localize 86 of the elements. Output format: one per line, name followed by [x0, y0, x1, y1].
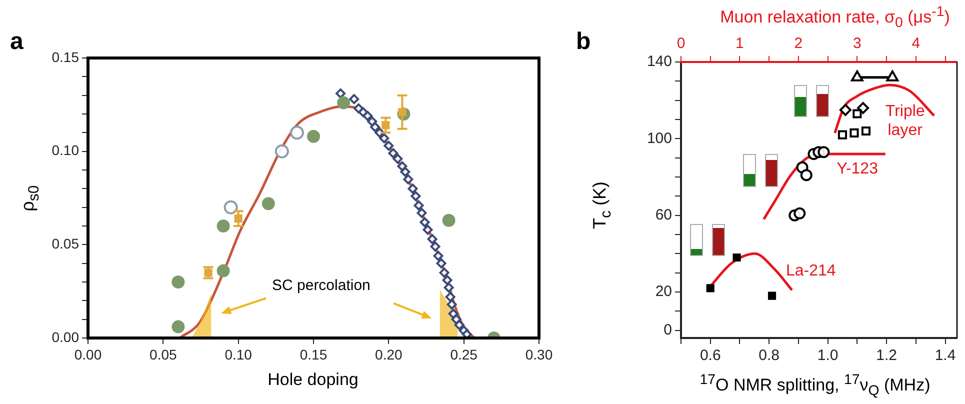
point	[446, 299, 457, 310]
point	[436, 258, 446, 268]
point	[216, 264, 230, 278]
y-tick-label: 0.00	[52, 328, 80, 345]
y-tick-label: 0.15	[52, 48, 80, 65]
point	[445, 292, 456, 302]
point	[367, 116, 378, 126]
point	[427, 234, 438, 244]
point	[262, 197, 275, 210]
point	[224, 200, 238, 214]
point	[379, 133, 390, 144]
y-tick-label: 0	[664, 321, 672, 338]
point	[454, 320, 464, 330]
point	[768, 292, 776, 300]
x-tick-label: 1.0	[817, 347, 838, 364]
y-tick-label: 0.10	[52, 142, 80, 158]
series-label: La-214	[786, 262, 836, 280]
x2-tick-label: 0	[676, 35, 686, 52]
y-tick-label: 140	[646, 53, 672, 70]
chart-title: b	[576, 28, 591, 56]
point	[172, 276, 185, 288]
annotation: SC percolation	[272, 277, 370, 294]
x2-axis-title: Muon relaxation rate, σ$_{0}$ (μs$^{-1}$)	[719, 4, 951, 32]
x-tick-label: 0.10	[224, 346, 252, 362]
point	[839, 104, 852, 116]
point	[414, 200, 424, 210]
x-tick-label: 0.15	[300, 346, 328, 362]
point	[370, 122, 380, 132]
point	[274, 144, 289, 158]
point	[388, 148, 398, 158]
x-tick-label: 0.00	[74, 346, 102, 362]
point	[410, 191, 421, 202]
point	[336, 88, 346, 98]
x-tick-label: 1.4	[934, 347, 956, 364]
point	[442, 214, 456, 227]
x2-tick-label: 4	[912, 35, 920, 52]
point	[462, 329, 472, 338]
point	[403, 174, 414, 184]
x-tick-label: 0.8	[758, 347, 780, 364]
x-axis-title: Hole doping	[266, 370, 360, 390]
chart-title: a	[10, 28, 24, 56]
point	[416, 208, 427, 218]
x-tick-label: 0.6	[700, 347, 721, 364]
point	[838, 130, 848, 140]
point	[439, 268, 450, 278]
series-label: Y-123	[836, 160, 878, 178]
point	[362, 110, 373, 121]
point	[818, 146, 830, 158]
point	[433, 250, 444, 261]
x2-tick-label: 1	[736, 35, 744, 52]
x2-tick-label: 2	[794, 35, 803, 52]
series-label: Triple layer	[885, 103, 925, 140]
y-tick-label: 60	[655, 206, 672, 224]
x-axis-title: $^{17}$O NMR splitting, $^{17}$ν$_{Q}$ (MHz)	[698, 372, 932, 400]
x-tick-label: 0.20	[375, 346, 403, 362]
point	[400, 166, 410, 177]
x-tick-label: 1.2	[876, 347, 897, 364]
x2-tick-label: 3	[853, 35, 862, 52]
x-tick-label: 0.05	[150, 346, 178, 362]
point	[337, 96, 350, 110]
point	[861, 126, 871, 136]
x-tick-label: 0.30	[525, 346, 553, 362]
point	[349, 94, 360, 104]
point	[442, 275, 452, 286]
point	[172, 320, 185, 334]
point	[706, 284, 714, 292]
point	[800, 169, 812, 182]
y-tick-label: 0.05	[52, 236, 80, 252]
point	[392, 154, 403, 164]
point	[384, 140, 394, 151]
point	[408, 184, 418, 194]
point	[420, 217, 430, 228]
point	[794, 207, 806, 220]
y-tick-label: 100	[646, 130, 672, 147]
point	[290, 126, 304, 140]
point	[422, 224, 433, 235]
point	[850, 128, 859, 138]
point	[216, 220, 230, 232]
point	[307, 130, 320, 143]
point	[444, 282, 454, 293]
y-tick-label: 20	[655, 283, 672, 300]
point	[732, 253, 741, 262]
x-tick-label: 0.25	[450, 346, 478, 362]
point	[857, 102, 870, 114]
point	[852, 109, 862, 118]
point	[430, 242, 440, 252]
